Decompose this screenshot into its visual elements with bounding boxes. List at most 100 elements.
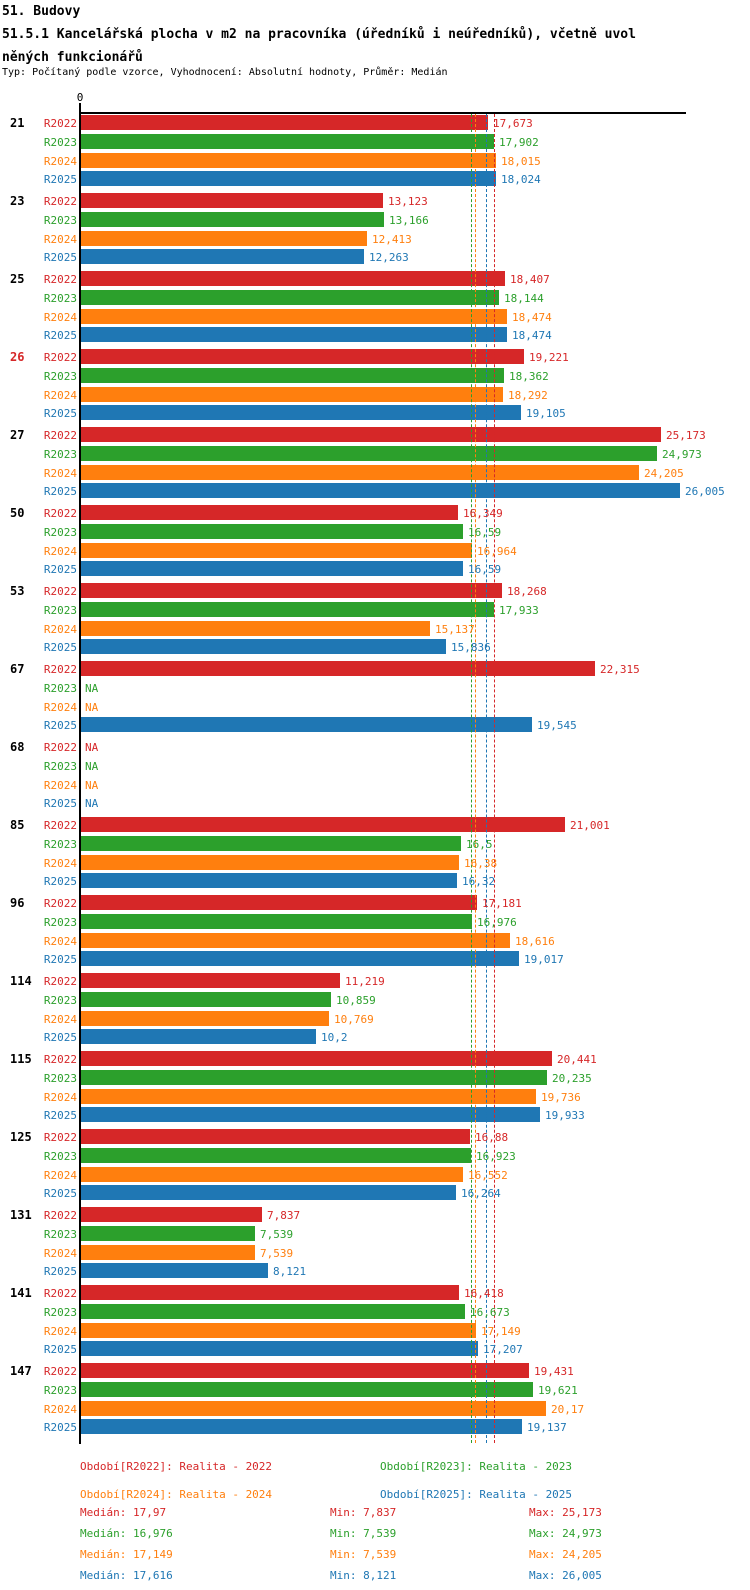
series-row-label-r2025: R2025 <box>43 251 77 264</box>
bar-r2022 <box>81 505 458 520</box>
bar-r2022 <box>81 895 477 910</box>
na-label: NA <box>85 779 99 792</box>
axis-top-line <box>79 112 686 114</box>
series-row-label-r2025: R2025 <box>43 1421 77 1434</box>
axis-left-line <box>79 112 81 1444</box>
series-row-label-r2022: R2022 <box>43 663 77 676</box>
bar-value-label: 25,173 <box>666 429 706 442</box>
series-row-label-r2024: R2024 <box>43 857 77 870</box>
series-row-label-r2025: R2025 <box>43 641 77 654</box>
group-id-label-147: 147 <box>10 1364 32 1378</box>
bar-r2023 <box>81 446 657 461</box>
bar-r2024 <box>81 465 639 480</box>
series-row-label-r2023: R2023 <box>43 214 77 227</box>
bar-value-label: 17,902 <box>499 136 539 149</box>
group-id-label-115: 115 <box>10 1052 32 1066</box>
group-id-label-27: 27 <box>10 428 25 442</box>
bar-r2022 <box>81 583 502 598</box>
bar-value-label: 16,59 <box>468 526 502 539</box>
bar-value-label: 16,5 <box>466 838 493 851</box>
bar-r2022 <box>81 427 661 442</box>
bar-value-label: 26,005 <box>685 485 725 498</box>
bar-value-label: 15,137 <box>435 623 475 636</box>
series-row-label-r2022: R2022 <box>43 1287 77 1300</box>
group-id-label-25: 25 <box>10 272 25 286</box>
bar-r2023 <box>81 1070 547 1085</box>
bar-r2023 <box>81 992 331 1007</box>
bar-value-label: 18,362 <box>509 370 549 383</box>
bar-value-label: 17,933 <box>499 604 539 617</box>
bar-r2023 <box>81 524 463 539</box>
bar-value-label: 19,105 <box>526 407 566 420</box>
bar-r2025 <box>81 1029 316 1044</box>
group-id-label-141: 141 <box>10 1286 32 1300</box>
bar-r2025 <box>81 873 457 888</box>
series-row-label-r2025: R2025 <box>43 485 77 498</box>
median-line-r2025 <box>486 114 487 1443</box>
bar-value-label: 24,973 <box>662 448 702 461</box>
series-row-label-r2025: R2025 <box>43 1343 77 1356</box>
bar-value-label: 16,349 <box>463 507 503 520</box>
bar-value-label: 19,137 <box>527 1421 567 1434</box>
group-id-label-114: 114 <box>10 974 32 988</box>
series-row-label-r2024: R2024 <box>43 779 77 792</box>
bar-r2023 <box>81 134 494 149</box>
group-id-label-85: 85 <box>10 818 25 832</box>
bar-r2025 <box>81 1185 456 1200</box>
bar-r2022 <box>81 1129 470 1144</box>
stat-max-r2025: Max: 26,005 <box>529 1569 602 1582</box>
series-row-label-r2022: R2022 <box>43 585 77 598</box>
page-title: 51. Budovy <box>2 4 81 19</box>
group-id-label-50: 50 <box>10 506 25 520</box>
bar-r2023 <box>81 368 504 383</box>
stat-max-r2024: Max: 24,205 <box>529 1548 602 1561</box>
series-row-label-r2023: R2023 <box>43 1306 77 1319</box>
bar-r2024 <box>81 387 503 402</box>
series-row-label-r2025: R2025 <box>43 875 77 888</box>
bar-value-label: 16,923 <box>476 1150 516 1163</box>
bar-value-label: 19,017 <box>524 953 564 966</box>
stat-min-r2025: Min: 8,121 <box>330 1569 397 1582</box>
series-row-label-r2023: R2023 <box>43 838 77 851</box>
stat-max-r2023: Max: 24,973 <box>529 1527 602 1540</box>
series-row-label-r2024: R2024 <box>43 311 77 324</box>
bar-r2024 <box>81 543 472 558</box>
bar-value-label: 10,2 <box>321 1031 348 1044</box>
bar-value-label: 15,836 <box>451 641 491 654</box>
series-row-label-r2022: R2022 <box>43 897 77 910</box>
stat-min-r2023: Min: 7,539 <box>330 1527 397 1540</box>
bar-r2024 <box>81 1401 546 1416</box>
bar-value-label: 18,024 <box>501 173 541 186</box>
stat-median-r2024: Medián: 17,149 <box>80 1548 173 1561</box>
bar-value-label: 19,431 <box>534 1365 574 1378</box>
series-row-label-r2025: R2025 <box>43 173 77 186</box>
bar-r2025 <box>81 1107 540 1122</box>
bar-r2024 <box>81 855 459 870</box>
series-row-label-r2025: R2025 <box>43 407 77 420</box>
bar-value-label: 17,673 <box>493 117 533 130</box>
bar-r2022 <box>81 193 383 208</box>
median-line-r2022 <box>494 114 495 1443</box>
bar-r2025 <box>81 327 507 342</box>
bar-value-label: 16,552 <box>468 1169 508 1182</box>
bar-value-label: 18,616 <box>515 935 555 948</box>
bar-r2023 <box>81 602 494 617</box>
bar-value-label: 12,263 <box>369 251 409 264</box>
stat-min-r2022: Min: 7,837 <box>330 1506 397 1519</box>
bar-r2023 <box>81 1382 533 1397</box>
legend-item-r2022: Období[R2022]: Realita - 2022 <box>80 1460 273 1473</box>
na-label: NA <box>85 741 99 754</box>
bar-r2025 <box>81 717 532 732</box>
bar-r2024 <box>81 1011 329 1026</box>
indicator-title-line2: něných funkcionářů <box>2 50 143 65</box>
series-row-label-r2025: R2025 <box>43 1109 77 1122</box>
bar-r2022 <box>81 271 505 286</box>
series-row-label-r2024: R2024 <box>43 389 77 402</box>
bar-value-label: 16,673 <box>470 1306 510 1319</box>
bar-r2025 <box>81 951 519 966</box>
series-row-label-r2024: R2024 <box>43 467 77 480</box>
series-row-label-r2024: R2024 <box>43 1325 77 1338</box>
stat-max-r2022: Max: 25,173 <box>529 1506 602 1519</box>
bar-value-label: 24,205 <box>644 467 684 480</box>
